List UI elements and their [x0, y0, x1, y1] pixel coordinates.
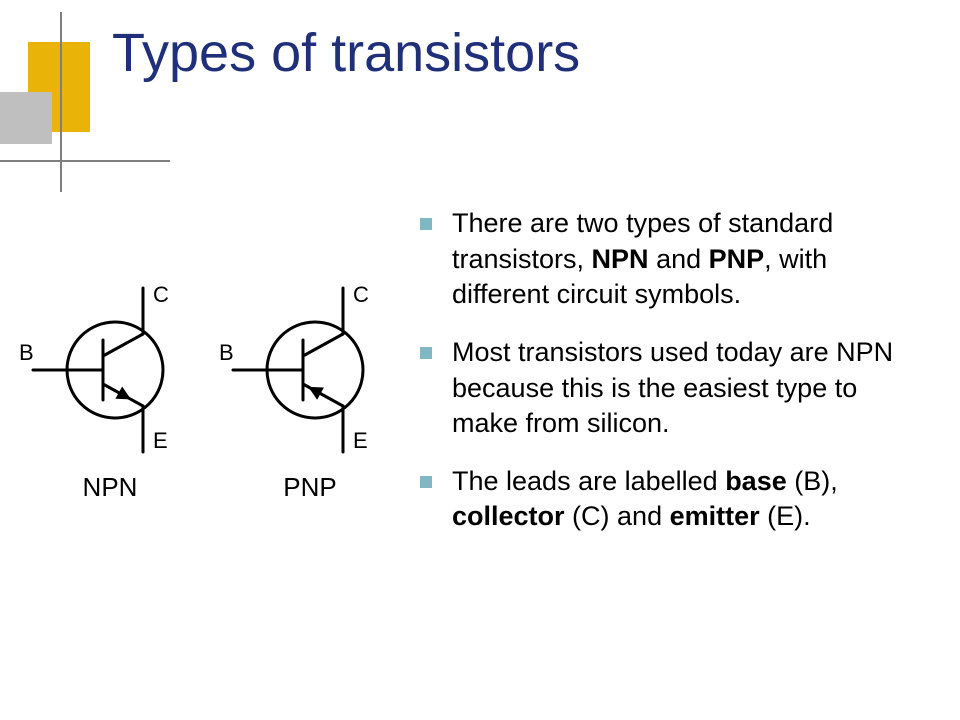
pnp-diagram: B C E PNP: [215, 270, 405, 503]
diagram-column: B C E NPN B C E PNP: [0, 200, 420, 700]
svg-text:E: E: [353, 428, 368, 453]
svg-text:C: C: [153, 282, 169, 307]
bullet-item: There are two types of standard transist…: [420, 206, 900, 313]
bullet-text: Most transistors used today are NPN beca…: [452, 335, 900, 442]
text-column: There are two types of standard transist…: [420, 200, 940, 700]
page-title: Types of transistors: [112, 22, 580, 84]
svg-text:E: E: [153, 428, 168, 453]
npn-diagram: B C E NPN: [15, 270, 205, 503]
npn-label: NPN: [83, 472, 138, 503]
bullet-item: The leads are labelled base (B), collect…: [420, 464, 900, 535]
svg-text:C: C: [353, 282, 369, 307]
bullet-text: The leads are labelled base (B), collect…: [452, 464, 900, 535]
pnp-label: PNP: [283, 472, 336, 503]
bullet-text: There are two types of standard transist…: [452, 206, 900, 313]
bullet-square-icon: [420, 347, 432, 359]
decor-horizontal-line: [0, 160, 170, 162]
bullet-item: Most transistors used today are NPN beca…: [420, 335, 900, 442]
svg-text:B: B: [219, 340, 234, 365]
transistor-diagram-pair: B C E NPN B C E PNP: [15, 270, 405, 503]
bullet-square-icon: [420, 218, 432, 230]
bullet-square-icon: [420, 476, 432, 488]
decor-vertical-line: [60, 12, 62, 192]
svg-text:B: B: [19, 340, 34, 365]
bullet-list: There are two types of standard transist…: [420, 206, 900, 535]
pnp-symbol: B C E: [215, 270, 405, 470]
decor-gray-square: [0, 92, 52, 144]
npn-symbol: B C E: [15, 270, 205, 470]
content-area: B C E NPN B C E PNP There are two types of stan…: [0, 200, 960, 700]
